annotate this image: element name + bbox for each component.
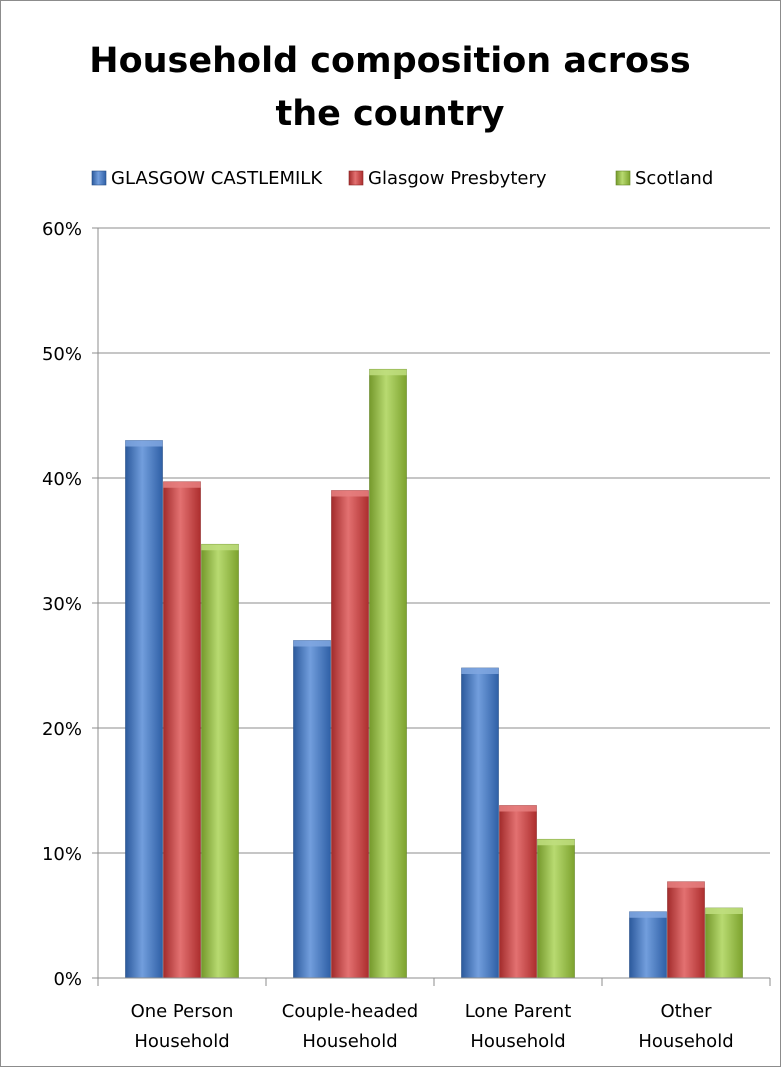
bar-glasgow-presbytery-0	[163, 481, 201, 979]
legend-label: Scotland	[635, 168, 713, 189]
y-tick-label: 60%	[42, 219, 82, 240]
x-tick-label-line: Couple-headed	[282, 1001, 418, 1022]
legend-item-scotland: Scotland	[615, 168, 713, 189]
x-tick-label-line: Household	[134, 1031, 229, 1052]
y-axis: 0% 10% 20% 30% 40% 50% 60%	[42, 219, 99, 990]
x-tick-label-line: Household	[638, 1031, 733, 1052]
x-tick-label-one-person-household: One Person Household	[131, 1001, 234, 1052]
bar-glasgow-castlemilk-2	[461, 667, 499, 979]
bar-glasgow-castlemilk-3	[629, 911, 667, 979]
y-tick-label: 50%	[42, 344, 82, 365]
bar-glasgow-castlemilk-0	[125, 440, 163, 979]
legend-swatch	[615, 170, 631, 186]
chart-title-line-2: the country	[275, 94, 504, 134]
y-tick-label: 0%	[53, 969, 82, 990]
x-tick-label-lone-parent-household: Lone Parent Household	[465, 1001, 572, 1052]
bar-glasgow-presbytery-3	[667, 881, 705, 979]
legend-item-glasgow-castlemilk: GLASGOW CASTLEMILK	[91, 168, 323, 189]
x-tick-label-other-household: Other Household	[638, 1001, 733, 1052]
legend-swatch	[91, 170, 107, 186]
x-tick-label-couple-headed-household: Couple-headed Household	[282, 1001, 418, 1052]
legend-label: GLASGOW CASTLEMILK	[111, 168, 323, 189]
x-axis: One Person Household Couple-headed Househol…	[97, 977, 771, 1052]
x-tick-label-line: One Person	[131, 1001, 234, 1022]
y-tick-label: 30%	[42, 594, 82, 615]
x-tick-label-line: Household	[302, 1031, 397, 1052]
x-tick-label-line: Lone Parent	[465, 1001, 572, 1022]
chart-title: Household composition across the country	[89, 41, 690, 134]
legend: GLASGOW CASTLEMILK Glasgow Presbytery Scot…	[91, 168, 713, 189]
bar-glasgow-presbytery-1	[331, 490, 369, 979]
bars	[125, 368, 743, 979]
bar-scotland-0	[201, 543, 239, 979]
x-tick-label-line: Other	[660, 1001, 712, 1022]
chart-title-line-1: Household composition across	[89, 41, 690, 81]
bar-scotland-1	[369, 368, 407, 979]
legend-swatch	[348, 170, 364, 186]
bar-glasgow-presbytery-2	[499, 805, 537, 979]
y-tick-label: 40%	[42, 469, 82, 490]
y-tick-label: 20%	[42, 719, 82, 740]
x-tick-label-line: Household	[470, 1031, 565, 1052]
legend-label: Glasgow Presbytery	[368, 168, 547, 189]
y-tick-label: 10%	[42, 844, 82, 865]
bar-scotland-3	[705, 907, 743, 979]
legend-item-glasgow-presbytery: Glasgow Presbytery	[348, 168, 547, 189]
bar-scotland-2	[537, 838, 575, 979]
bar-glasgow-castlemilk-1	[293, 640, 331, 979]
